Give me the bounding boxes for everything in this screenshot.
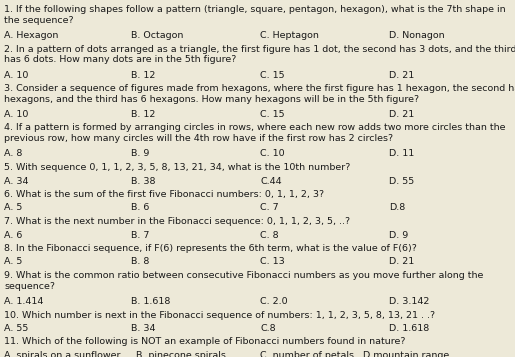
- Text: B. 1.618: B. 1.618: [131, 297, 170, 306]
- Text: A. 10: A. 10: [4, 110, 28, 119]
- Text: 1. If the following shapes follow a pattern (triangle, square, pentagon, hexagon: 1. If the following shapes follow a patt…: [4, 5, 506, 25]
- Text: D. 21: D. 21: [389, 110, 414, 119]
- Text: D. 11: D. 11: [389, 150, 414, 159]
- Text: C. 15: C. 15: [260, 110, 285, 119]
- Text: 3. Consider a sequence of figures made from hexagons, where the first figure has: 3. Consider a sequence of figures made f…: [4, 84, 515, 104]
- Text: A. 1.414: A. 1.414: [4, 297, 43, 306]
- Text: D. Nonagon: D. Nonagon: [389, 31, 444, 40]
- Text: C. number of petals: C. number of petals: [260, 351, 354, 357]
- Text: A. 5: A. 5: [4, 203, 23, 212]
- Text: A. 55: A. 55: [4, 324, 28, 333]
- Text: A. 10: A. 10: [4, 70, 28, 80]
- Text: B. 38: B. 38: [131, 176, 156, 186]
- Text: D.mountain range: D.mountain range: [363, 351, 449, 357]
- Text: B. Octagon: B. Octagon: [131, 31, 184, 40]
- Text: 11. Which of the following is NOT an example of Fibonacci numbers found in natur: 11. Which of the following is NOT an exa…: [4, 337, 405, 347]
- Text: 8. In the Fibonacci sequence, if F(6) represents the 6th term, what is the value: 8. In the Fibonacci sequence, if F(6) re…: [4, 244, 417, 253]
- Text: C.8: C.8: [260, 324, 276, 333]
- Text: C. Heptagon: C. Heptagon: [260, 31, 319, 40]
- Text: D.8: D.8: [389, 203, 405, 212]
- Text: D. 9: D. 9: [389, 231, 408, 240]
- Text: C. 8: C. 8: [260, 231, 279, 240]
- Text: 7. What is the next number in the Fibonacci sequence: 0, 1, 1, 2, 3, 5, ..?: 7. What is the next number in the Fibona…: [4, 217, 350, 226]
- Text: 5. With sequence 0, 1, 1, 2, 3, 5, 8, 13, 21, 34, what is the 10th number?: 5. With sequence 0, 1, 1, 2, 3, 5, 8, 13…: [4, 163, 350, 172]
- Text: B. 8: B. 8: [131, 257, 150, 266]
- Text: A. Hexagon: A. Hexagon: [4, 31, 59, 40]
- Text: C. 13: C. 13: [260, 257, 285, 266]
- Text: B. 12: B. 12: [131, 110, 156, 119]
- Text: A. 8: A. 8: [4, 150, 23, 159]
- Text: B. pinecone spirals: B. pinecone spirals: [136, 351, 227, 357]
- Text: B. 34: B. 34: [131, 324, 156, 333]
- Text: C. 10: C. 10: [260, 150, 285, 159]
- Text: A. spirals on a sunflower: A. spirals on a sunflower: [4, 351, 121, 357]
- Text: C. 2.0: C. 2.0: [260, 297, 288, 306]
- Text: D. 55: D. 55: [389, 176, 414, 186]
- Text: B. 9: B. 9: [131, 150, 150, 159]
- Text: D. 21: D. 21: [389, 257, 414, 266]
- Text: 4. If a pattern is formed by arranging circles in rows, where each new row adds : 4. If a pattern is formed by arranging c…: [4, 124, 506, 143]
- Text: C. 15: C. 15: [260, 70, 285, 80]
- Text: A. 34: A. 34: [4, 176, 29, 186]
- Text: A. 6: A. 6: [4, 231, 23, 240]
- Text: B. 7: B. 7: [131, 231, 150, 240]
- Text: D. 21: D. 21: [389, 70, 414, 80]
- Text: D. 1.618: D. 1.618: [389, 324, 429, 333]
- Text: 6. What is the sum of the first five Fibonacci numbers: 0, 1, 1, 2, 3?: 6. What is the sum of the first five Fib…: [4, 190, 324, 199]
- Text: C.44: C.44: [260, 176, 282, 186]
- Text: 2. In a pattern of dots arranged as a triangle, the first figure has 1 dot, the : 2. In a pattern of dots arranged as a tr…: [4, 45, 515, 64]
- Text: D. 3.142: D. 3.142: [389, 297, 429, 306]
- Text: 9. What is the common ratio between consecutive Fibonacci numbers as you move fu: 9. What is the common ratio between cons…: [4, 271, 484, 291]
- Text: B. 12: B. 12: [131, 70, 156, 80]
- Text: 10. Which number is next in the Fibonacci sequence of numbers: 1, 1, 2, 3, 5, 8,: 10. Which number is next in the Fibonacc…: [4, 311, 435, 320]
- Text: B. 6: B. 6: [131, 203, 150, 212]
- Text: A. 5: A. 5: [4, 257, 23, 266]
- Text: C. 7: C. 7: [260, 203, 279, 212]
